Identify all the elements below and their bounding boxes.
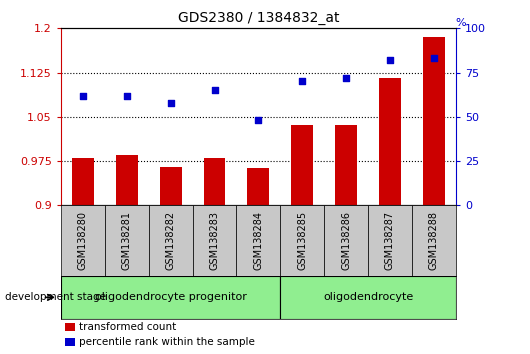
Text: oligodendrocyte progenitor: oligodendrocyte progenitor [95,292,246,302]
Text: development stage: development stage [5,292,107,302]
Point [298,79,306,84]
Bar [160,167,182,205]
Point [210,87,219,93]
FancyBboxPatch shape [236,205,280,276]
Bar [65,338,75,346]
Text: GSM138288: GSM138288 [429,211,439,270]
Text: GSM138287: GSM138287 [385,211,395,270]
Bar [292,125,313,205]
Bar [335,125,357,205]
Text: GSM138281: GSM138281 [122,211,132,270]
FancyBboxPatch shape [280,276,456,319]
Text: GSM138285: GSM138285 [297,211,307,270]
Text: GSM138283: GSM138283 [209,211,219,270]
Text: GSM138286: GSM138286 [341,211,351,270]
FancyBboxPatch shape [149,205,192,276]
Bar [72,158,94,205]
Bar [248,168,269,205]
Point [166,100,175,105]
Point [386,57,394,63]
FancyBboxPatch shape [412,205,456,276]
Bar [65,324,75,331]
Text: transformed count: transformed count [79,322,176,332]
FancyBboxPatch shape [105,205,149,276]
Bar [204,158,225,205]
FancyBboxPatch shape [61,205,105,276]
Bar [379,79,401,205]
Text: percentile rank within the sample: percentile rank within the sample [79,337,254,347]
Title: GDS2380 / 1384832_at: GDS2380 / 1384832_at [178,11,339,24]
Bar [116,155,138,205]
FancyBboxPatch shape [280,205,324,276]
FancyBboxPatch shape [324,205,368,276]
FancyBboxPatch shape [192,205,236,276]
Point [430,56,438,61]
FancyBboxPatch shape [61,276,280,319]
Bar [423,37,445,205]
Text: GSM138280: GSM138280 [78,211,88,270]
FancyBboxPatch shape [368,205,412,276]
Text: GSM138284: GSM138284 [253,211,263,270]
Point [78,93,87,98]
Text: %: % [456,18,466,28]
Text: GSM138282: GSM138282 [166,211,175,270]
Point [342,75,350,81]
Point [122,93,131,98]
Text: oligodendrocyte: oligodendrocyte [323,292,413,302]
Point [254,118,263,123]
